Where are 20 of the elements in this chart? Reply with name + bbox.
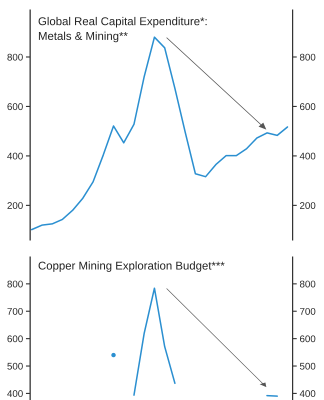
text: Global Real Capital Expenditure*: Metals & Mining** xyxy=(38,16,207,42)
y-tick-label: 800 xyxy=(7,54,23,61)
y-tick-label: 800 xyxy=(7,280,23,288)
y2-tick-label: 600 xyxy=(300,335,316,342)
y2-tick-label: 700 xyxy=(300,308,316,315)
y-tick-label: 700 xyxy=(7,308,23,315)
y-tick-label: 600 xyxy=(7,103,23,110)
y-tick-label: 400 xyxy=(7,152,23,160)
y-tick-label: 500 xyxy=(7,362,23,370)
y2-tick-label: 400 xyxy=(300,152,316,160)
y2-tick-label: 500 xyxy=(300,362,316,370)
y2-tick-label: 400 xyxy=(300,390,316,398)
chart-title: Copper Mining Exploration Budget*** xyxy=(38,261,225,272)
y2-tick-label: 800 xyxy=(300,54,316,61)
y-tick-label: 200 xyxy=(7,202,23,209)
y2-tick-label: 800 xyxy=(300,280,316,288)
y-tick-label: 400 xyxy=(7,390,23,398)
y-tick-label: 600 xyxy=(7,335,23,342)
y2-tick-label: 600 xyxy=(300,103,316,110)
y2-tick-label: 200 xyxy=(300,202,316,209)
